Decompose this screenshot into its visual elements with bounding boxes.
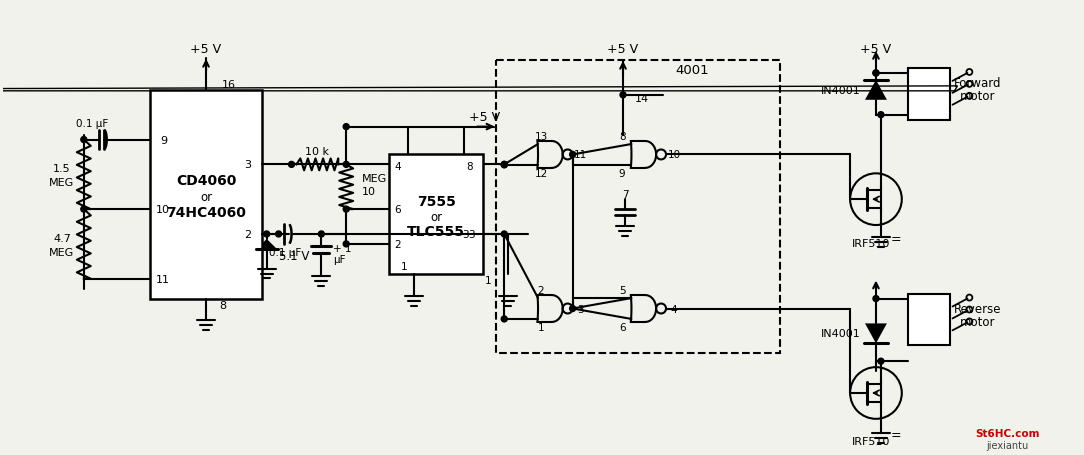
Text: 8: 8 [219, 300, 227, 310]
Circle shape [878, 112, 883, 118]
Text: IN4001: IN4001 [822, 86, 861, 96]
Text: =: = [891, 233, 901, 246]
Text: 2: 2 [538, 285, 544, 295]
Text: 14: 14 [635, 94, 649, 104]
Text: +5 V: +5 V [191, 42, 221, 56]
Text: 11: 11 [573, 150, 588, 160]
Text: 1: 1 [538, 322, 544, 332]
Text: 3: 3 [244, 160, 251, 170]
Circle shape [873, 71, 879, 77]
Circle shape [878, 359, 883, 364]
Circle shape [81, 207, 87, 212]
Text: μF: μF [333, 254, 346, 264]
Bar [907, 294, 950, 345]
Text: 2: 2 [395, 239, 401, 249]
Text: 16: 16 [222, 80, 236, 90]
Text: 9: 9 [619, 168, 625, 178]
Text: IN4001: IN4001 [822, 329, 861, 339]
Text: 0.1 μF: 0.1 μF [270, 248, 301, 257]
Text: motor: motor [959, 315, 995, 328]
Text: MEG: MEG [362, 173, 387, 183]
Text: IRF510: IRF510 [852, 238, 890, 248]
Text: motor: motor [959, 90, 995, 103]
Text: 7: 7 [622, 190, 629, 200]
Text: 10 k: 10 k [306, 147, 330, 157]
Text: 6: 6 [395, 205, 401, 215]
Text: 4001: 4001 [675, 64, 709, 77]
Circle shape [873, 296, 879, 302]
Text: +5 V: +5 V [607, 42, 638, 56]
Bar [907, 69, 950, 121]
Text: 13: 13 [534, 132, 547, 142]
Text: 9: 9 [159, 135, 167, 145]
Text: MEG: MEG [49, 178, 75, 188]
Text: 8: 8 [466, 162, 473, 172]
Polygon shape [865, 81, 887, 101]
Text: 7555: 7555 [416, 195, 455, 209]
Text: 11: 11 [156, 274, 170, 284]
Text: MEG: MEG [49, 248, 75, 257]
Circle shape [344, 162, 349, 168]
Circle shape [569, 152, 576, 158]
Circle shape [501, 316, 507, 322]
Text: 5.1 V: 5.1 V [280, 250, 310, 263]
Text: 1.5: 1.5 [53, 164, 70, 174]
Text: or: or [430, 210, 442, 223]
Text: 74HC4060: 74HC4060 [166, 206, 246, 220]
Circle shape [81, 137, 87, 143]
Polygon shape [257, 239, 276, 249]
Text: 6: 6 [619, 322, 625, 332]
Text: 1: 1 [485, 275, 492, 285]
Text: TLC555: TLC555 [408, 224, 465, 238]
Bar [496, 61, 779, 354]
Text: 0.1 μF: 0.1 μF [76, 118, 108, 128]
Text: IRF510: IRF510 [852, 436, 890, 446]
Circle shape [501, 162, 507, 168]
Circle shape [275, 232, 282, 238]
Text: 4.7: 4.7 [53, 233, 70, 243]
Circle shape [501, 162, 507, 168]
Text: 1: 1 [400, 261, 408, 271]
Text: + 1: + 1 [333, 243, 352, 253]
Circle shape [501, 232, 507, 238]
Circle shape [344, 124, 349, 130]
Circle shape [288, 162, 295, 168]
Text: CD4060: CD4060 [176, 174, 236, 188]
Circle shape [873, 71, 879, 77]
Text: =: = [891, 428, 901, 441]
Circle shape [263, 232, 270, 238]
Bar [389, 155, 483, 274]
Text: +5 V: +5 V [468, 111, 500, 124]
Text: Reverse: Reverse [954, 302, 1002, 315]
Circle shape [344, 207, 349, 212]
Circle shape [501, 162, 507, 168]
Text: 4: 4 [395, 162, 401, 172]
Polygon shape [865, 324, 887, 344]
Text: jiexiantu: jiexiantu [986, 440, 1029, 450]
Text: St6HC.com: St6HC.com [975, 428, 1040, 438]
Text: 3: 3 [468, 229, 475, 239]
Bar [151, 91, 261, 299]
Text: 5: 5 [619, 285, 625, 295]
Text: or: or [199, 190, 212, 203]
Text: 4: 4 [671, 304, 678, 314]
Text: 10: 10 [362, 186, 376, 196]
Text: 3: 3 [462, 229, 468, 239]
Text: Forward: Forward [954, 77, 1002, 90]
Text: 2: 2 [244, 229, 251, 239]
Text: 10: 10 [668, 150, 681, 160]
Text: +5 V: +5 V [861, 42, 891, 56]
Circle shape [344, 242, 349, 248]
Circle shape [319, 232, 324, 238]
Text: 10: 10 [156, 205, 170, 215]
Text: 12: 12 [534, 168, 547, 178]
Text: 3: 3 [578, 304, 584, 314]
Text: 8: 8 [619, 132, 625, 142]
Circle shape [620, 93, 625, 99]
Circle shape [569, 306, 576, 312]
